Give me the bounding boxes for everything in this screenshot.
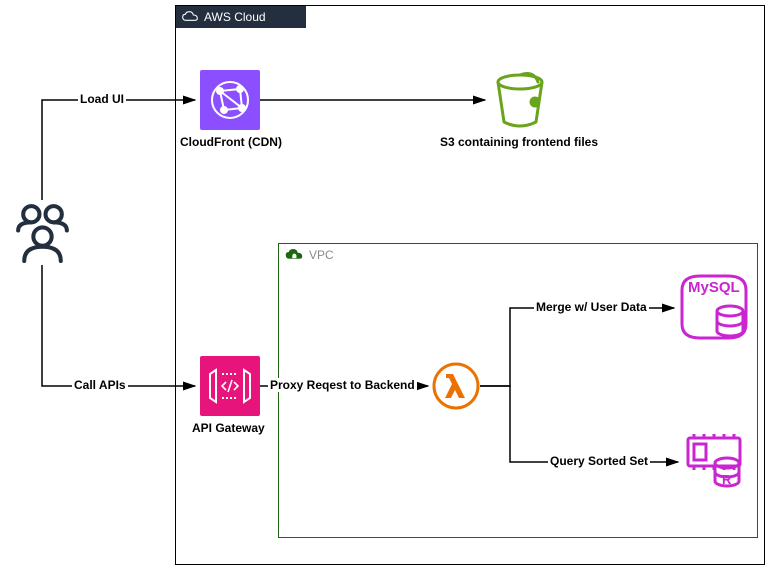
- vpc-cloud-icon: [285, 247, 303, 263]
- elasticache-icon: R: [684, 432, 744, 492]
- api-gateway-icon: [206, 362, 254, 410]
- diagram-canvas: AWS Cloud VPC: [0, 0, 771, 571]
- vpc-header: VPC: [279, 244, 340, 266]
- elasticache-node: R: [684, 432, 744, 492]
- mysql-node: MySQL: [678, 270, 750, 344]
- database-icon: MySQL: [678, 270, 750, 344]
- edge-call-apis: [42, 265, 195, 386]
- edge-load-ui: [42, 100, 195, 200]
- api-gateway-node: [200, 356, 260, 416]
- edge-label-proxy: Proxy Reqest to Backend: [268, 378, 417, 392]
- edge-label-query: Query Sorted Set: [548, 454, 650, 468]
- edge-label-load-ui: Load UI: [78, 92, 126, 106]
- aws-cloud-header: AWS Cloud: [176, 6, 306, 28]
- edge-label-call-apis: Call APIs: [72, 378, 128, 392]
- cloudfront-label: CloudFront (CDN): [180, 135, 282, 149]
- s3-label: S3 containing frontend files: [440, 135, 598, 149]
- cloudfront-node: [200, 70, 260, 130]
- vpc-label: VPC: [309, 248, 334, 262]
- s3-node: [490, 70, 550, 130]
- svg-text:MySQL: MySQL: [688, 279, 740, 296]
- api-gateway-label: API Gateway: [192, 421, 265, 435]
- lambda-icon: [432, 362, 480, 410]
- users-icon: [10, 200, 75, 265]
- bucket-icon: [490, 70, 550, 130]
- aws-cloud-label: AWS Cloud: [204, 10, 266, 24]
- globe-network-icon: [206, 76, 254, 124]
- users-node: [10, 200, 75, 265]
- edge-label-merge: Merge w/ User Data: [534, 300, 649, 314]
- cloud-icon: [182, 10, 198, 24]
- lambda-node: [432, 362, 480, 410]
- svg-text:R: R: [722, 472, 732, 487]
